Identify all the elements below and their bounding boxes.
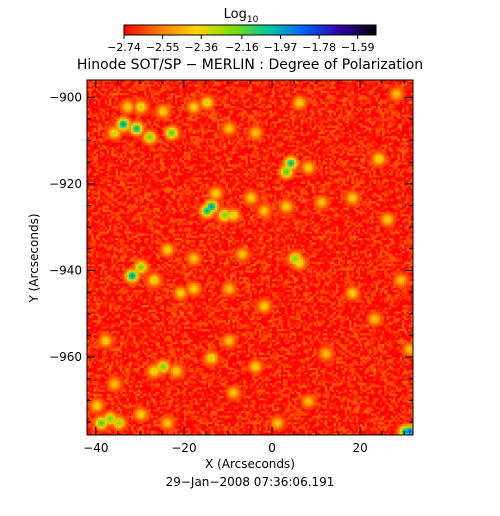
colorbar-tick-label: −1.97	[264, 41, 298, 54]
colorbar-tick-label: −2.55	[146, 41, 180, 54]
heatmap-cell	[384, 86, 387, 89]
heatmap-cell	[285, 132, 288, 135]
heatmap-cells	[87, 80, 413, 435]
heatmap-cell	[279, 123, 282, 126]
colorbar-ticks: −2.74 −2.55 −2.36 −2.16 −1.97 −1.78 −1.59	[107, 35, 374, 54]
heatmap-cell	[367, 115, 370, 118]
heatmap-cell	[303, 149, 306, 152]
heatmap-cell	[376, 89, 379, 92]
heatmap-cell	[89, 115, 92, 118]
chart-title: Hinode SOT/SP − MERLIN : Degree of Polar…	[77, 57, 423, 73]
heatmap-cell	[279, 145, 282, 148]
heatmap-cell	[345, 82, 348, 85]
heatmap-cell	[402, 158, 405, 161]
heatmap-cell	[180, 162, 183, 165]
colorbar-tick-label: −2.36	[184, 41, 218, 54]
heatmap-cell	[294, 110, 297, 113]
heatmap-cell	[356, 147, 359, 150]
colorbar-label: Log10	[224, 7, 259, 25]
colorbar-tick-label: −2.16	[225, 41, 259, 54]
colorbar-tick-label: −1.59	[341, 41, 375, 54]
colorbar	[124, 25, 376, 35]
heatmap-cell	[298, 141, 301, 144]
heatmap-cell	[91, 110, 94, 113]
heatmap-cell	[303, 108, 306, 111]
heatmap-cell	[365, 84, 368, 87]
heatmap-cell	[378, 123, 381, 126]
colorbar-tick-label: −2.74	[107, 41, 141, 54]
heatmap-cell	[327, 147, 330, 150]
heatmap-cell	[276, 99, 279, 102]
heatmap-cell	[358, 97, 361, 100]
colorbar-tick-label: −1.78	[302, 41, 336, 54]
heatmap-cell	[305, 123, 308, 126]
